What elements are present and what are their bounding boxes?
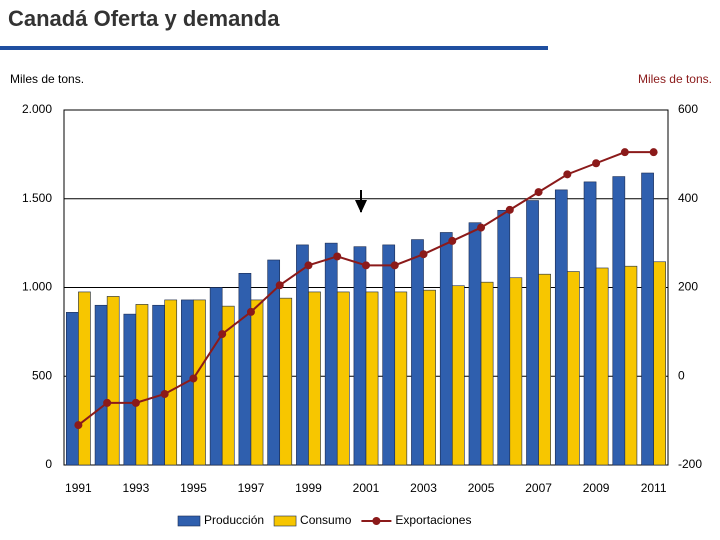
y2-tick-label: 600: [678, 102, 698, 116]
line-marker: [649, 148, 658, 157]
y2-tick-label: -200: [678, 457, 702, 471]
line-marker: [390, 261, 399, 270]
bar: [583, 181, 597, 466]
y2-tick-label: 400: [678, 191, 698, 205]
legend-label: Consumo: [300, 513, 352, 527]
bar: [509, 277, 523, 466]
bar: [567, 271, 580, 466]
x-tick-label: 2009: [583, 481, 610, 495]
bar: [554, 189, 568, 466]
line-marker: [333, 252, 342, 261]
x-tick-label: 2007: [525, 481, 552, 495]
x-tick-label: 2003: [410, 481, 437, 495]
bar: [164, 299, 178, 466]
y-tick-label: 1.000: [22, 280, 52, 294]
bar: [94, 304, 108, 466]
legend-swatch: [177, 515, 201, 527]
bar: [497, 209, 511, 466]
y-tick-label: 500: [32, 368, 52, 382]
bar: [411, 239, 424, 466]
bar: [135, 304, 149, 466]
bar: [451, 285, 465, 466]
bar: [209, 287, 223, 466]
legend-swatch: [273, 515, 297, 527]
bar: [612, 176, 626, 466]
y2-tick-label: 0: [678, 368, 685, 382]
bar: [538, 273, 551, 466]
line-marker: [131, 398, 140, 407]
line-marker: [592, 159, 601, 168]
line-marker: [304, 261, 313, 270]
line-marker: [477, 223, 486, 232]
line-marker: [362, 261, 370, 270]
bar: [468, 222, 482, 466]
bar: [653, 261, 666, 466]
bar: [78, 291, 91, 466]
line-marker: [448, 236, 457, 245]
x-tick-label: 1997: [238, 481, 265, 495]
x-tick-label: 2005: [468, 481, 495, 495]
line-marker: [103, 398, 112, 407]
bar: [193, 299, 206, 466]
y-axis-label: Miles de tons.: [10, 72, 84, 86]
line-marker: [275, 281, 284, 290]
bar: [324, 242, 338, 466]
bar: [480, 281, 494, 466]
y2-axis-label: Miles de tons.: [638, 72, 712, 86]
line-marker: [419, 250, 428, 259]
bar: [526, 200, 539, 466]
line-marker: [246, 307, 255, 316]
bar: [66, 312, 79, 466]
title-rule: [0, 46, 548, 50]
line-marker: [505, 205, 514, 214]
bar: [152, 304, 165, 466]
line-marker: [620, 148, 629, 157]
bar: [221, 305, 235, 466]
bar: [106, 296, 120, 466]
bar: [394, 291, 408, 466]
x-tick-label: 2001: [353, 481, 380, 495]
x-tick-label: 1993: [123, 481, 150, 495]
bar: [336, 291, 350, 466]
line-marker: [189, 374, 198, 383]
chart-title: Canadá Oferta y demanda: [8, 6, 280, 31]
line-marker: [160, 390, 169, 398]
x-tick-label: 2011: [641, 481, 667, 495]
y-tick-label: 0: [45, 457, 52, 471]
bar: [123, 313, 137, 466]
bar: [353, 246, 367, 466]
bar: [365, 291, 379, 466]
legend-label: Producción: [204, 513, 264, 527]
bar: [308, 291, 321, 466]
bar: [624, 265, 638, 466]
y2-tick-label: 200: [678, 280, 698, 294]
legend-label: Exportaciones: [395, 513, 471, 527]
bar: [595, 267, 609, 466]
line-marker: [563, 170, 572, 179]
bar: [382, 244, 396, 466]
x-tick-label: 1991: [65, 481, 92, 495]
x-tick-label: 1999: [295, 481, 322, 495]
y-tick-label: 1.500: [22, 191, 52, 205]
legend-swatch: [372, 517, 381, 525]
x-tick-label: 1995: [180, 481, 207, 495]
bar: [641, 172, 654, 466]
y-tick-label: 2.000: [22, 102, 52, 116]
line-marker: [74, 421, 83, 430]
annotation-arrow: [355, 190, 367, 213]
bar: [439, 232, 453, 466]
line-marker: [534, 188, 543, 197]
bar: [279, 297, 293, 466]
bar: [250, 299, 264, 466]
bar: [238, 272, 252, 466]
bar: [423, 289, 436, 466]
bar: [296, 244, 309, 466]
line-marker: [218, 330, 227, 339]
